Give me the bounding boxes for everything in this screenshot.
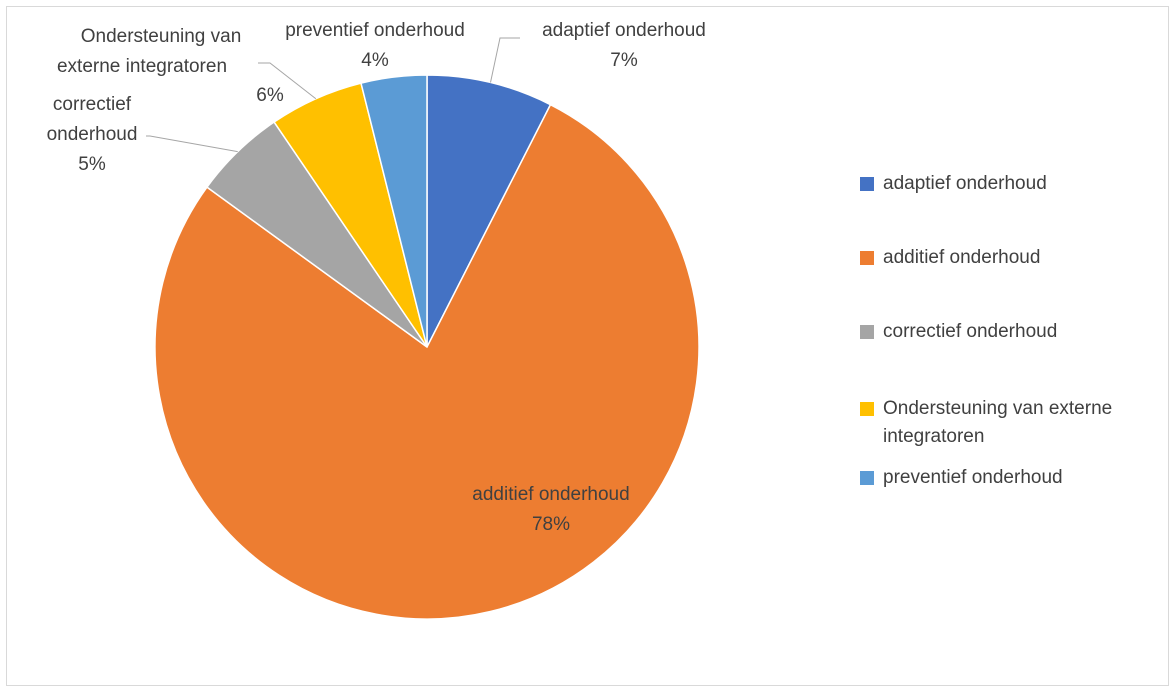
legend-swatch-ondersteuning [860, 402, 874, 416]
leader-line-adaptief [490, 37, 520, 83]
data-label-ondersteuning-line2: externe integratoren [57, 56, 227, 77]
legend-label-additief: additief onderhoud [883, 247, 1041, 268]
data-label-correctief-line1: correctief [53, 94, 132, 115]
legend-swatch-additief [860, 251, 874, 265]
data-label-preventief-pct: 4% [361, 50, 389, 71]
data-label-correctief-pct: 5% [78, 154, 106, 175]
legend-item-additief: additief onderhoud [860, 244, 1153, 272]
data-label-adaptief-pct: 7% [610, 50, 638, 71]
legend-label-preventief: preventief onderhoud [883, 467, 1063, 488]
data-label-adaptief-name: adaptief onderhoud [542, 20, 706, 41]
data-label-ondersteuning-pct: 6% [256, 85, 284, 106]
legend-item-correctief: correctief onderhoud [860, 318, 1153, 346]
data-label-correctief-line2: onderhoud [47, 124, 138, 145]
legend-swatch-adaptief [860, 177, 874, 191]
data-label-ondersteuning-line1: Ondersteuning van [81, 26, 242, 47]
data-label-additief-name: additief onderhoud [472, 484, 629, 505]
legend-label-ondersteuning: Ondersteuning van externe integratoren [883, 398, 1113, 447]
data-label-additief-pct: 78% [532, 514, 570, 535]
pie-slice-additief [154, 103, 700, 620]
data-label-preventief-name: preventief onderhoud [285, 20, 465, 41]
legend-swatch-preventief [860, 471, 874, 485]
legend-swatch-correctief [860, 325, 874, 339]
pie-slice-preventief [360, 74, 428, 348]
leader-lines [146, 37, 520, 153]
legend-item-ondersteuning: Ondersteuning van externe integratoren [860, 395, 1153, 451]
legend-label-adaptief: adaptief onderhoud [883, 173, 1047, 194]
legend-label-correctief: correctief onderhoud [883, 321, 1058, 342]
leader-line-correctief [146, 135, 238, 153]
legend-item-preventief: preventief onderhoud [860, 464, 1153, 492]
leader-line-ondersteuning [258, 62, 317, 100]
legend-item-adaptief: adaptief onderhoud [860, 170, 1153, 198]
pie-slices [154, 74, 700, 620]
